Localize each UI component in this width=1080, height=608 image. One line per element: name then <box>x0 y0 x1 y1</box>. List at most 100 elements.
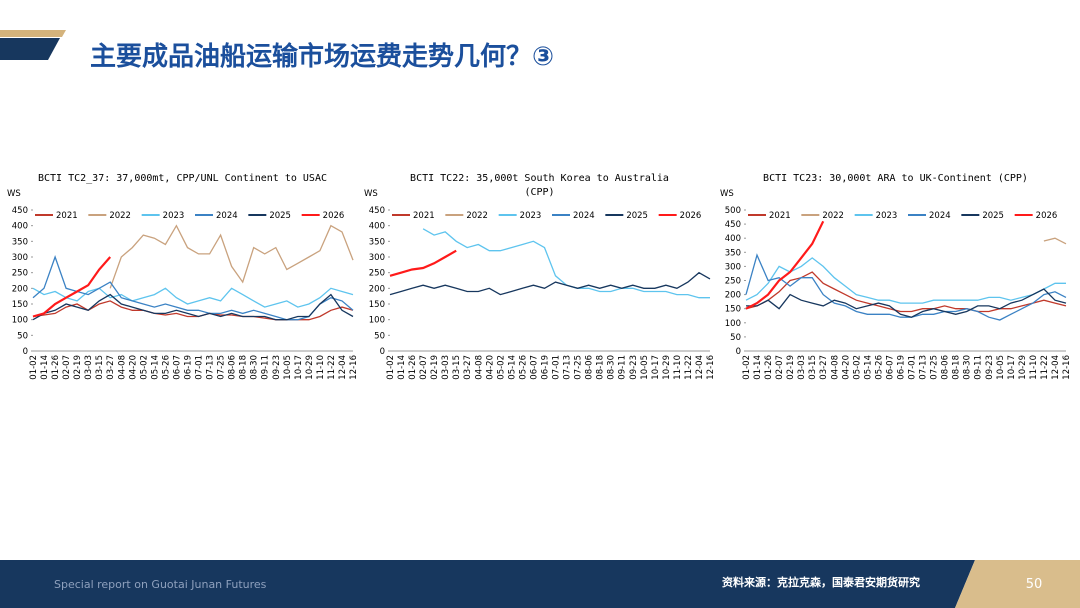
x-tick-label: 02-07 <box>775 355 785 380</box>
x-tick-label: 06-07 <box>172 355 182 380</box>
x-tick-label: 07-01 <box>195 355 205 380</box>
y-tick-label: 200 <box>725 291 741 301</box>
y-tick-label: 100 <box>12 316 28 326</box>
y-tick-label: 400 <box>725 234 741 244</box>
chart-title: BCTI TC23: 30,000t ARA to UK-Continent (… <box>763 173 1028 184</box>
x-tick-label: 10-17 <box>651 355 661 380</box>
x-tick-label: 09-23 <box>629 355 639 380</box>
stripe <box>0 30 66 37</box>
x-tick-label: 07-25 <box>930 355 940 380</box>
x-tick-label: 03-27 <box>106 355 116 380</box>
x-tick-label: 03-27 <box>819 355 829 380</box>
legend-label: 2024 <box>929 211 951 221</box>
x-tick-label: 01-26 <box>764 355 774 380</box>
series-line <box>389 271 711 296</box>
y-tick-label: 250 <box>725 277 741 287</box>
page-number: 50 <box>1026 577 1043 592</box>
y-tick-label: 200 <box>369 284 385 294</box>
legend-label: 2025 <box>626 211 648 221</box>
x-tick-label: 10-29 <box>305 355 315 380</box>
series-line <box>32 293 354 321</box>
x-tick-label: 09-23 <box>985 355 995 380</box>
y-tick-label: 100 <box>725 319 741 329</box>
x-tick-label: 06-07 <box>885 355 895 380</box>
x-tick-label: 06-19 <box>540 355 550 380</box>
x-tick-label: 09-11 <box>618 355 628 380</box>
series-line <box>32 255 354 321</box>
series-line <box>422 228 710 299</box>
x-tick-label: 05-26 <box>874 355 884 380</box>
x-tick-label: 04-08 <box>474 355 484 380</box>
x-tick-label: 09-11 <box>261 355 271 380</box>
x-tick-label: 10-05 <box>640 355 650 380</box>
x-tick-label: 07-01 <box>552 355 562 380</box>
x-tick-label: 08-06 <box>941 355 951 380</box>
y-tick-label: 0 <box>23 347 28 357</box>
x-tick-label: 05-26 <box>161 355 171 380</box>
x-tick-label: 03-15 <box>808 355 818 380</box>
chart-title: BCTI TC2_37: 37,000mt, CPP/UNL Continent… <box>38 173 327 184</box>
x-tick-label: 04-08 <box>117 355 127 380</box>
x-tick-label: 02-19 <box>73 355 83 380</box>
y-tick-label: 350 <box>725 248 741 258</box>
legend-label: 2024 <box>216 211 238 221</box>
y-tick-label: 350 <box>369 237 385 247</box>
footer-text: Special report on Guotai Junan Futures <box>54 578 267 591</box>
series-line <box>1043 237 1067 245</box>
legend-label: 2021 <box>769 211 791 221</box>
x-tick-label: 08-06 <box>228 355 238 380</box>
x-tick-label: 11-10 <box>673 355 683 380</box>
footer-bar <box>0 560 975 608</box>
y-tick-label: 150 <box>369 300 385 310</box>
y-tick-label: 50 <box>374 331 385 341</box>
x-tick-label: 12-16 <box>349 355 359 380</box>
x-tick-label: 05-14 <box>150 355 160 380</box>
legend-label: 2025 <box>269 211 291 221</box>
series-line <box>745 220 825 310</box>
x-tick-label: 01-14 <box>753 355 763 380</box>
x-tick-label: 08-18 <box>596 355 606 380</box>
x-tick-label: 12-04 <box>695 355 705 380</box>
legend-label: 2026 <box>323 211 345 221</box>
legend-label: 2021 <box>56 211 78 221</box>
x-tick-label: 05-02 <box>496 355 506 380</box>
x-tick-label: 05-02 <box>852 355 862 380</box>
x-tick-label: 09-11 <box>974 355 984 380</box>
chart-title: BCTI TC22: 35,000t South Korea to Austra… <box>410 173 669 198</box>
x-tick-label: 01-14 <box>397 355 407 380</box>
y-tick-label: 50 <box>730 333 741 343</box>
stripe <box>0 38 60 60</box>
legend-label: 2022 <box>822 211 844 221</box>
x-tick-label: 12-04 <box>1051 355 1061 380</box>
x-tick-label: 01-02 <box>742 355 752 380</box>
x-tick-label: 10-29 <box>1018 355 1028 380</box>
y-tick-label: 300 <box>12 253 28 263</box>
series-line <box>32 256 112 318</box>
y-tick-label: 50 <box>17 331 28 341</box>
x-tick-label: 07-25 <box>574 355 584 380</box>
legend-label: 2023 <box>520 211 542 221</box>
chart: BCTI TC23: 30,000t ARA to UK-Continent (… <box>718 172 1073 392</box>
x-tick-label: 12-16 <box>706 355 716 380</box>
y-tick-label: 0 <box>736 347 741 357</box>
x-tick-label: 01-26 <box>408 355 418 380</box>
x-tick-label: 11-22 <box>684 355 694 380</box>
series-line <box>389 249 457 277</box>
x-tick-label: 02-07 <box>62 355 72 380</box>
legend-label: 2026 <box>680 211 702 221</box>
y-tick-label: 100 <box>369 316 385 326</box>
y-tick-label: 0 <box>380 347 385 357</box>
x-tick-label: 02-19 <box>430 355 440 380</box>
x-tick-label: 01-26 <box>51 355 61 380</box>
series-line <box>745 257 1066 304</box>
x-tick-label: 08-30 <box>963 355 973 380</box>
series-line <box>32 287 354 308</box>
x-tick-label: 04-20 <box>485 355 495 380</box>
x-tick-label: 05-02 <box>139 355 149 380</box>
legend-label: 2022 <box>466 211 488 221</box>
x-tick-label: 08-18 <box>952 355 962 380</box>
legend-label: 2025 <box>982 211 1004 221</box>
x-tick-label: 05-14 <box>507 355 517 380</box>
series-line <box>109 224 354 289</box>
